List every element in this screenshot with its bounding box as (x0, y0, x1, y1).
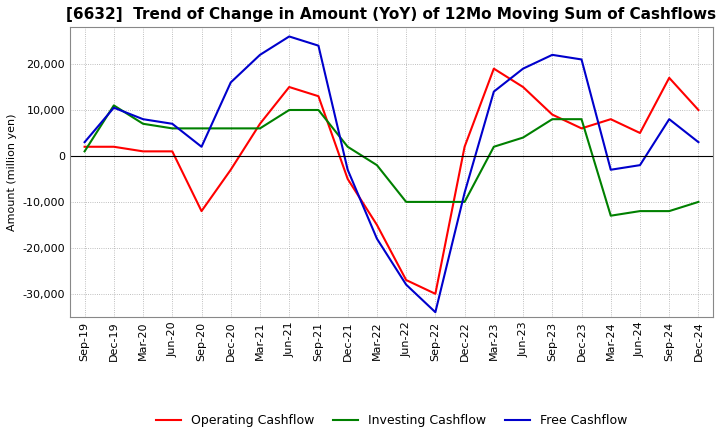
Investing Cashflow (197, 126, 206, 131)
Operating Cashflow (636, 130, 644, 136)
Operating Cashflow (490, 66, 498, 71)
Investing Cashflow (256, 126, 264, 131)
Title: [6632]  Trend of Change in Amount (YoY) of 12Mo Moving Sum of Cashflows: [6632] Trend of Change in Amount (YoY) o… (66, 7, 716, 22)
Investing Cashflow (402, 199, 410, 205)
Operating Cashflow (402, 277, 410, 282)
Investing Cashflow (518, 135, 527, 140)
Operating Cashflow (460, 144, 469, 150)
Investing Cashflow (431, 199, 440, 205)
Free Cashflow (109, 105, 118, 110)
Operating Cashflow (81, 144, 89, 150)
Free Cashflow (665, 117, 673, 122)
Operating Cashflow (197, 209, 206, 214)
Free Cashflow (518, 66, 527, 71)
Free Cashflow (694, 139, 703, 145)
Free Cashflow (256, 52, 264, 58)
Investing Cashflow (314, 107, 323, 113)
Free Cashflow (226, 80, 235, 85)
Free Cashflow (285, 34, 294, 39)
Free Cashflow (548, 52, 557, 58)
Y-axis label: Amount (million yen): Amount (million yen) (7, 113, 17, 231)
Investing Cashflow (285, 107, 294, 113)
Free Cashflow (81, 139, 89, 145)
Operating Cashflow (314, 94, 323, 99)
Free Cashflow (460, 190, 469, 195)
Investing Cashflow (460, 199, 469, 205)
Free Cashflow (402, 282, 410, 287)
Free Cashflow (197, 144, 206, 150)
Investing Cashflow (636, 209, 644, 214)
Investing Cashflow (81, 149, 89, 154)
Investing Cashflow (577, 117, 586, 122)
Operating Cashflow (548, 112, 557, 117)
Investing Cashflow (665, 209, 673, 214)
Operating Cashflow (694, 107, 703, 113)
Free Cashflow (168, 121, 176, 126)
Investing Cashflow (548, 117, 557, 122)
Investing Cashflow (168, 126, 176, 131)
Line: Investing Cashflow: Investing Cashflow (85, 106, 698, 216)
Investing Cashflow (490, 144, 498, 150)
Free Cashflow (577, 57, 586, 62)
Operating Cashflow (606, 117, 615, 122)
Legend: Operating Cashflow, Investing Cashflow, Free Cashflow: Operating Cashflow, Investing Cashflow, … (150, 409, 632, 432)
Operating Cashflow (226, 167, 235, 172)
Investing Cashflow (372, 162, 381, 168)
Investing Cashflow (694, 199, 703, 205)
Operating Cashflow (256, 121, 264, 126)
Line: Free Cashflow: Free Cashflow (85, 37, 698, 312)
Free Cashflow (606, 167, 615, 172)
Line: Operating Cashflow: Operating Cashflow (85, 69, 698, 294)
Investing Cashflow (226, 126, 235, 131)
Free Cashflow (314, 43, 323, 48)
Operating Cashflow (577, 126, 586, 131)
Investing Cashflow (343, 144, 352, 150)
Free Cashflow (343, 167, 352, 172)
Free Cashflow (636, 162, 644, 168)
Operating Cashflow (285, 84, 294, 90)
Operating Cashflow (343, 176, 352, 182)
Operating Cashflow (109, 144, 118, 150)
Investing Cashflow (606, 213, 615, 218)
Operating Cashflow (168, 149, 176, 154)
Free Cashflow (431, 310, 440, 315)
Operating Cashflow (431, 291, 440, 297)
Free Cashflow (490, 89, 498, 94)
Free Cashflow (139, 117, 148, 122)
Investing Cashflow (139, 121, 148, 126)
Investing Cashflow (109, 103, 118, 108)
Operating Cashflow (518, 84, 527, 90)
Operating Cashflow (139, 149, 148, 154)
Operating Cashflow (665, 75, 673, 81)
Operating Cashflow (372, 222, 381, 227)
Free Cashflow (372, 236, 381, 241)
